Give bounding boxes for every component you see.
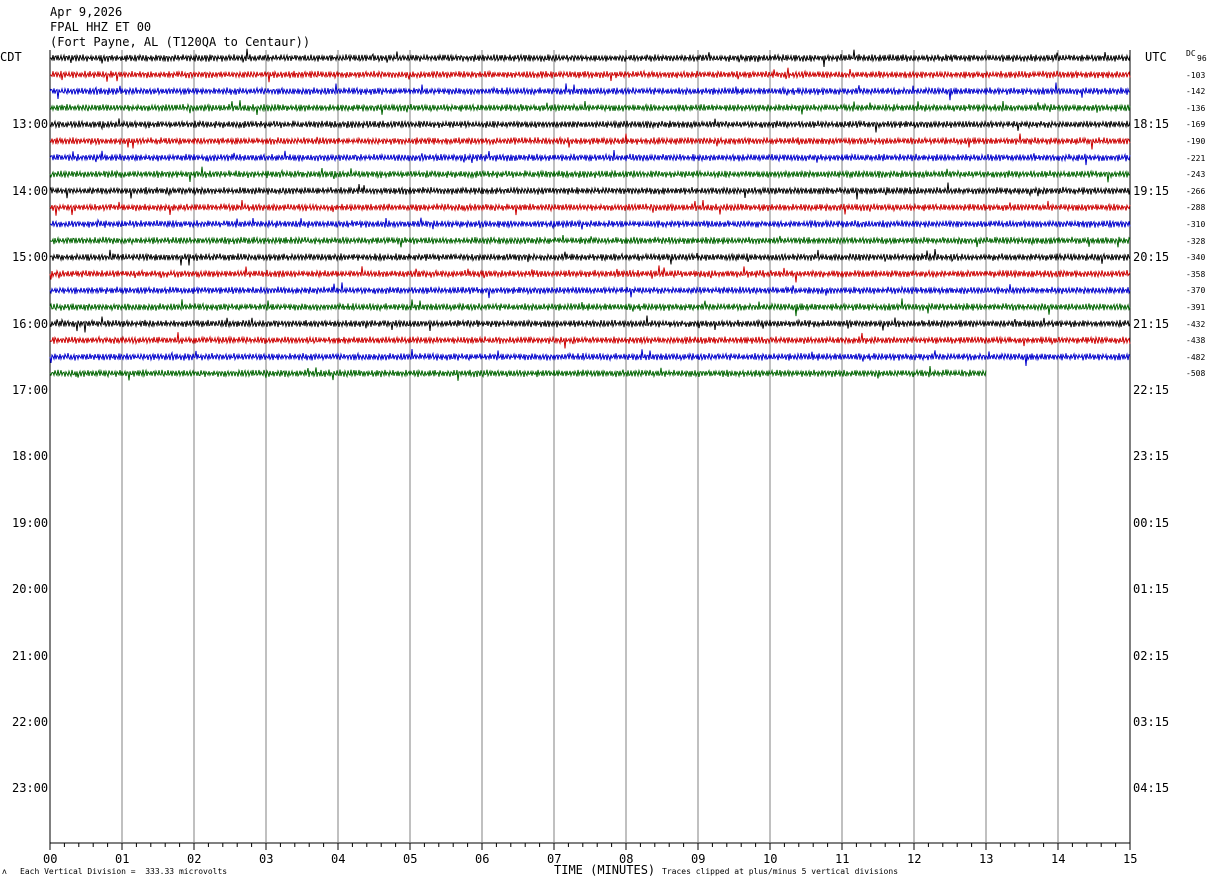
dc-offset-label: -340 — [1186, 253, 1206, 263]
record-date: Apr 9,2026 — [50, 5, 123, 19]
seismic-trace — [49, 133, 1131, 150]
x-tick-label: 05 — [403, 852, 418, 866]
utc-hour-label: 19:15 — [1133, 183, 1170, 198]
cdt-hour-label: 19:00 — [12, 515, 49, 530]
seismic-trace — [49, 166, 1131, 183]
utc-hour-label: 04:15 — [1133, 781, 1170, 796]
dc-offset-label: -328 — [1186, 236, 1206, 246]
dc-offset-label: -358 — [1186, 269, 1206, 279]
x-tick-label: 08 — [619, 852, 634, 866]
cdt-hour-label: 22:00 — [12, 715, 49, 729]
seismic-trace — [49, 366, 987, 381]
x-tick-label: 10 — [763, 852, 778, 866]
seismic-trace — [49, 150, 1131, 166]
cdt-hour-label: 15:00 — [12, 250, 49, 265]
seismic-trace — [49, 349, 1131, 367]
dc-offset-label: -243 — [1186, 170, 1206, 180]
seismic-trace — [49, 315, 1131, 333]
seismic-trace — [49, 199, 1131, 216]
x-tick-label: 00 — [43, 852, 58, 866]
dc-offset-label: -432 — [1186, 319, 1206, 329]
cdt-hour-label: 17:00 — [12, 383, 49, 397]
seismic-trace — [49, 67, 1131, 83]
utc-hour-label: 03:15 — [1133, 715, 1170, 729]
x-tick-label: 02 — [187, 852, 202, 866]
x-axis-label: TIME (MINUTES) — [554, 863, 656, 877]
seismic-trace — [49, 217, 1131, 230]
x-tick-label: 04 — [331, 852, 346, 866]
utc-zone-label: UTC — [1145, 50, 1167, 64]
cdt-hour-label: 21:00 — [12, 648, 49, 663]
cdt-hour-label: 16:00 — [12, 316, 49, 331]
cdt-hour-label: 20:00 — [12, 582, 49, 597]
dc-offset-label: -221 — [1186, 153, 1206, 163]
seismic-trace — [49, 249, 1131, 266]
station-location: (Fort Payne, AL (T120QA to Centaur)) — [50, 35, 311, 49]
dc-offset-label: -508 — [1186, 369, 1206, 379]
dc-offset-label: -169 — [1186, 120, 1206, 130]
dc-offset-label: -310 — [1186, 220, 1206, 229]
utc-hour-label: 02:15 — [1133, 648, 1170, 663]
seismic-trace — [49, 298, 1131, 317]
footer-mark: ʌ — [2, 867, 7, 876]
seismic-trace — [49, 182, 1131, 200]
cdt-hour-label: 23:00 — [12, 781, 49, 796]
utc-hour-label: 21:15 — [1133, 316, 1170, 331]
x-tick-label: 01 — [115, 852, 130, 866]
cdt-hour-label: 14:00 — [12, 183, 49, 198]
seismic-trace — [50, 48, 1131, 68]
utc-hour-label: 18:15 — [1133, 117, 1170, 132]
dc-label: DC — [1186, 49, 1196, 58]
dc-offset-label: -190 — [1186, 137, 1206, 146]
utc-hour-label: 00:15 — [1133, 515, 1170, 530]
dc-offset-label: -370 — [1186, 286, 1206, 296]
seismic-trace — [49, 282, 1131, 299]
dc-offset-label: -103 — [1186, 70, 1206, 80]
utc-hour-label: 01:15 — [1133, 582, 1170, 597]
seismic-trace — [49, 118, 1131, 133]
x-tick-label: 12 — [907, 852, 922, 866]
x-tick-label: 03 — [259, 852, 274, 866]
dc-offset-label: -391 — [1186, 303, 1206, 312]
x-tick-label: 07 — [547, 852, 562, 866]
clip-note: Traces clipped at plus/minus 5 vertical … — [662, 867, 899, 876]
utc-hour-label: 22:15 — [1133, 383, 1170, 397]
dc-offset-label: -438 — [1186, 336, 1206, 346]
dc-offset-label: -136 — [1186, 103, 1206, 113]
seismic-trace — [49, 100, 1131, 115]
cdt-zone-label: CDT — [0, 50, 22, 64]
x-tick-label: 11 — [835, 852, 850, 866]
cdt-hour-label: 13:00 — [12, 117, 49, 132]
cdt-hour-label: 18:00 — [12, 449, 49, 464]
utc-hour-label: 20:15 — [1133, 250, 1170, 265]
utc-hour-label: 23:15 — [1133, 449, 1170, 464]
dc-offset-label: -482 — [1186, 352, 1206, 362]
dc-offset-label: -288 — [1186, 203, 1206, 213]
x-tick-label: 13 — [979, 852, 994, 866]
dc-offset-label: -266 — [1186, 186, 1206, 196]
vertical-division-note: Each Vertical Division = 333.33 microvol… — [20, 867, 228, 876]
seismic-trace — [49, 265, 1131, 283]
x-tick-label: 15 — [1123, 852, 1138, 866]
seismic-trace — [49, 82, 1131, 101]
station-name: FPAL HHZ ET 00 — [50, 20, 152, 34]
dc-offset-label: -142 — [1186, 87, 1206, 97]
seismic-trace — [49, 332, 1131, 349]
seismic-trace — [49, 235, 1131, 248]
x-tick-label: 06 — [475, 852, 490, 866]
x-tick-label: 09 — [691, 852, 706, 866]
dc-offset-label: 96 — [1197, 54, 1207, 63]
x-tick-label: 14 — [1051, 852, 1066, 866]
